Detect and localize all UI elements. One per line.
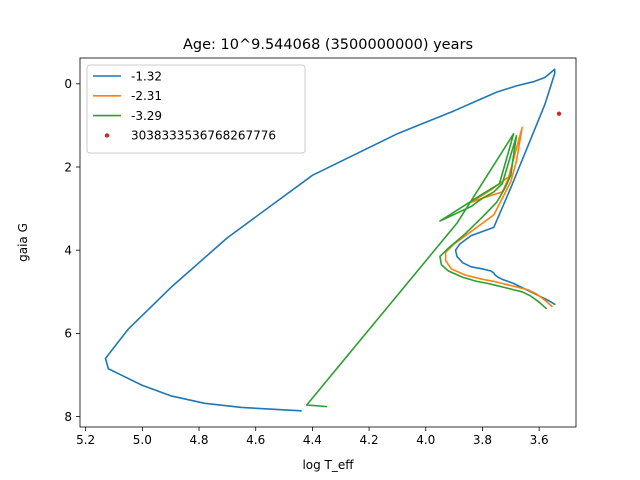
legend-label: -1.32 (131, 69, 162, 83)
x-tick-label: 5.0 (133, 433, 152, 447)
legend-label: -2.31 (131, 89, 162, 103)
y-axis-ticks: 0 2 4 6 8 (64, 77, 80, 424)
y-axis-label: gaia G (16, 223, 30, 262)
x-axis-label: log T_eff (302, 458, 354, 472)
series-2-line (444, 126, 553, 308)
legend-marker (104, 133, 110, 138)
y-tick-label: 4 (64, 243, 72, 257)
series-3-line (305, 132, 548, 408)
x-tick-label: 4.4 (303, 433, 322, 447)
x-tick-label: 5.2 (76, 433, 95, 447)
x-tick-label: 4.8 (189, 433, 208, 447)
plot-frame (79, 57, 577, 428)
x-axis-ticks: 5.2 5.0 4.8 4.6 4.4 4.2 4.0 3.8 3.6 (76, 427, 549, 447)
series-1-line (104, 68, 556, 412)
y-tick-label: 0 (64, 77, 72, 91)
x-tick-label: 3.8 (473, 433, 492, 447)
chart-title: Age: 10^9.544068 (3500000000) years (183, 37, 473, 53)
legend-label: -3.29 (131, 109, 162, 123)
legend-entries: -1.32 -2.31 -3.29 303833353676826777­6 (93, 69, 276, 143)
legend-frame (86, 64, 306, 154)
legend-label: 303833353676826777­6 (131, 129, 276, 143)
series-4-point (556, 111, 562, 116)
y-tick-label: 6 (64, 327, 72, 341)
x-tick-label: 4.0 (416, 433, 435, 447)
y-tick-label: 8 (64, 410, 72, 424)
x-tick-label: 4.6 (246, 433, 265, 447)
plot-series (104, 68, 562, 412)
legend: -1.32 -2.31 -3.29 303833353676826777­6 (86, 64, 306, 154)
x-tick-label: 4.2 (360, 433, 379, 447)
y-tick-label: 2 (64, 160, 72, 174)
x-tick-label: 3.6 (530, 433, 549, 447)
